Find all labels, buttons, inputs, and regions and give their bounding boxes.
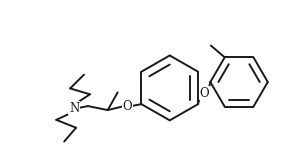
Text: O: O xyxy=(123,100,132,113)
Text: O: O xyxy=(199,87,209,100)
Text: N: N xyxy=(69,102,79,115)
